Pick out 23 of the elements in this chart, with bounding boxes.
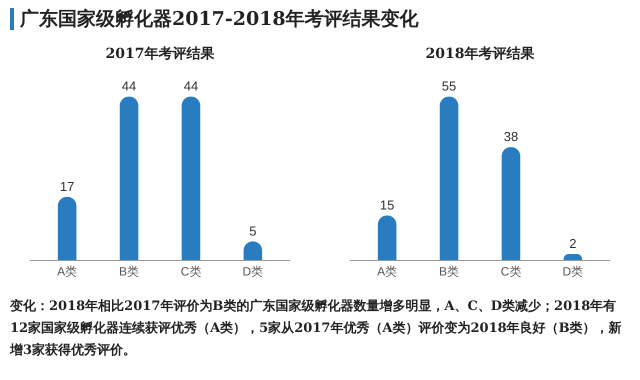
bar [502,147,520,260]
x-tick-label: B类 [119,264,140,278]
bar [378,215,396,260]
x-tick-label: A类 [377,264,398,278]
bar [440,96,458,260]
x-tick-label: A类 [57,264,78,278]
data-label: 55 [442,78,456,94]
data-label: 5 [249,223,256,238]
chart-title: 2017年考评结果 [106,46,216,62]
data-label: 38 [504,129,518,144]
x-tick-label: D类 [562,264,584,278]
data-label: 44 [184,78,198,94]
x-tick-label: B类 [439,264,460,278]
data-label: 2 [569,236,576,252]
x-tick-label: C类 [500,264,522,278]
x-tick-label: D类 [242,264,264,278]
chart-title: 2018年考评结果 [426,46,536,62]
data-label: 44 [122,78,136,94]
x-tick-label: C类 [180,264,202,278]
data-label: 17 [60,178,74,194]
text: 变化：2018年相比2017年评价为B类的广东国家级孵化器数量增多明显，A、C、D类减少；2018年有12家国家级孵化器连续获评优秀（A类），5家从2017年优秀（A类）评价变为2018年良好（B类），新增3家获得优秀评价。 [10,298,623,360]
text: 广东国家级孵化器2017-2018年考评结果变化 [10,8,419,30]
data-label: 15 [380,197,394,212]
